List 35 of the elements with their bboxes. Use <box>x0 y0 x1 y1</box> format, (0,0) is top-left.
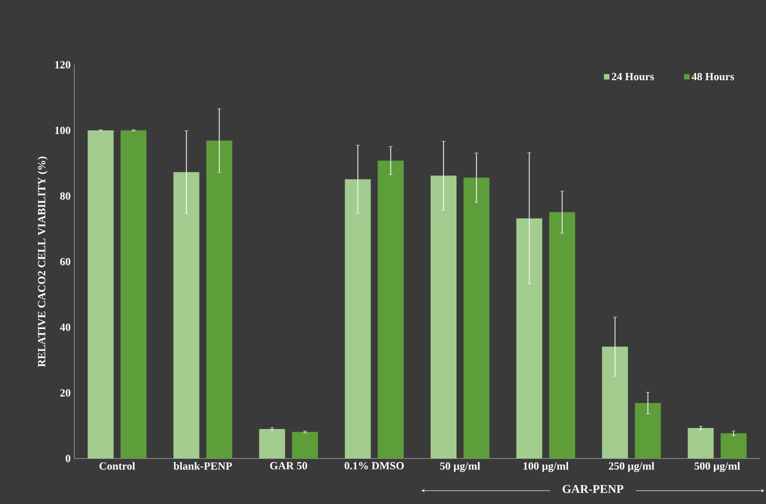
y-tick-label: 0 <box>66 454 70 462</box>
bar <box>634 402 661 458</box>
x-tick-label: 500 µg/ml <box>694 462 740 472</box>
bar <box>688 428 714 458</box>
bar <box>430 176 457 458</box>
bar <box>173 172 200 458</box>
x-tick-label: 250 µg/ml <box>608 462 654 472</box>
bar <box>88 130 114 458</box>
x-tick-label: 50 µg/ml <box>440 462 480 472</box>
y-tick-label: 80 <box>60 192 70 200</box>
x-tick-label: Control <box>100 462 136 470</box>
bar <box>602 346 628 458</box>
bar <box>549 212 576 458</box>
legend-label: 48 Hours <box>692 72 734 80</box>
bar <box>516 218 542 458</box>
y-tick-label: 60 <box>60 258 70 266</box>
bar <box>344 179 371 458</box>
x-tick-label: blank-PENP <box>174 462 232 470</box>
bar <box>720 433 747 458</box>
bar <box>259 428 286 458</box>
y-axis-title: RELATIVE CACO2 CELL VIABILITY (%) <box>38 156 48 367</box>
bar <box>378 160 404 458</box>
y-tick-label: 100 <box>55 126 70 134</box>
bar <box>463 177 490 458</box>
legend-label: 24 Hours <box>612 72 654 80</box>
y-tick-label: 40 <box>60 323 70 331</box>
y-tick-label: 120 <box>55 60 70 68</box>
bar <box>206 140 232 458</box>
y-tick-label: 20 <box>60 389 70 396</box>
x-tick-label: 0.1% DMSO <box>344 462 404 470</box>
bar <box>120 130 147 458</box>
text: GAR-PENP <box>562 484 624 493</box>
bar <box>292 432 318 458</box>
x-tick-label: 100 µg/ml <box>524 462 569 472</box>
x-tick-label: GAR 50 <box>270 462 308 470</box>
